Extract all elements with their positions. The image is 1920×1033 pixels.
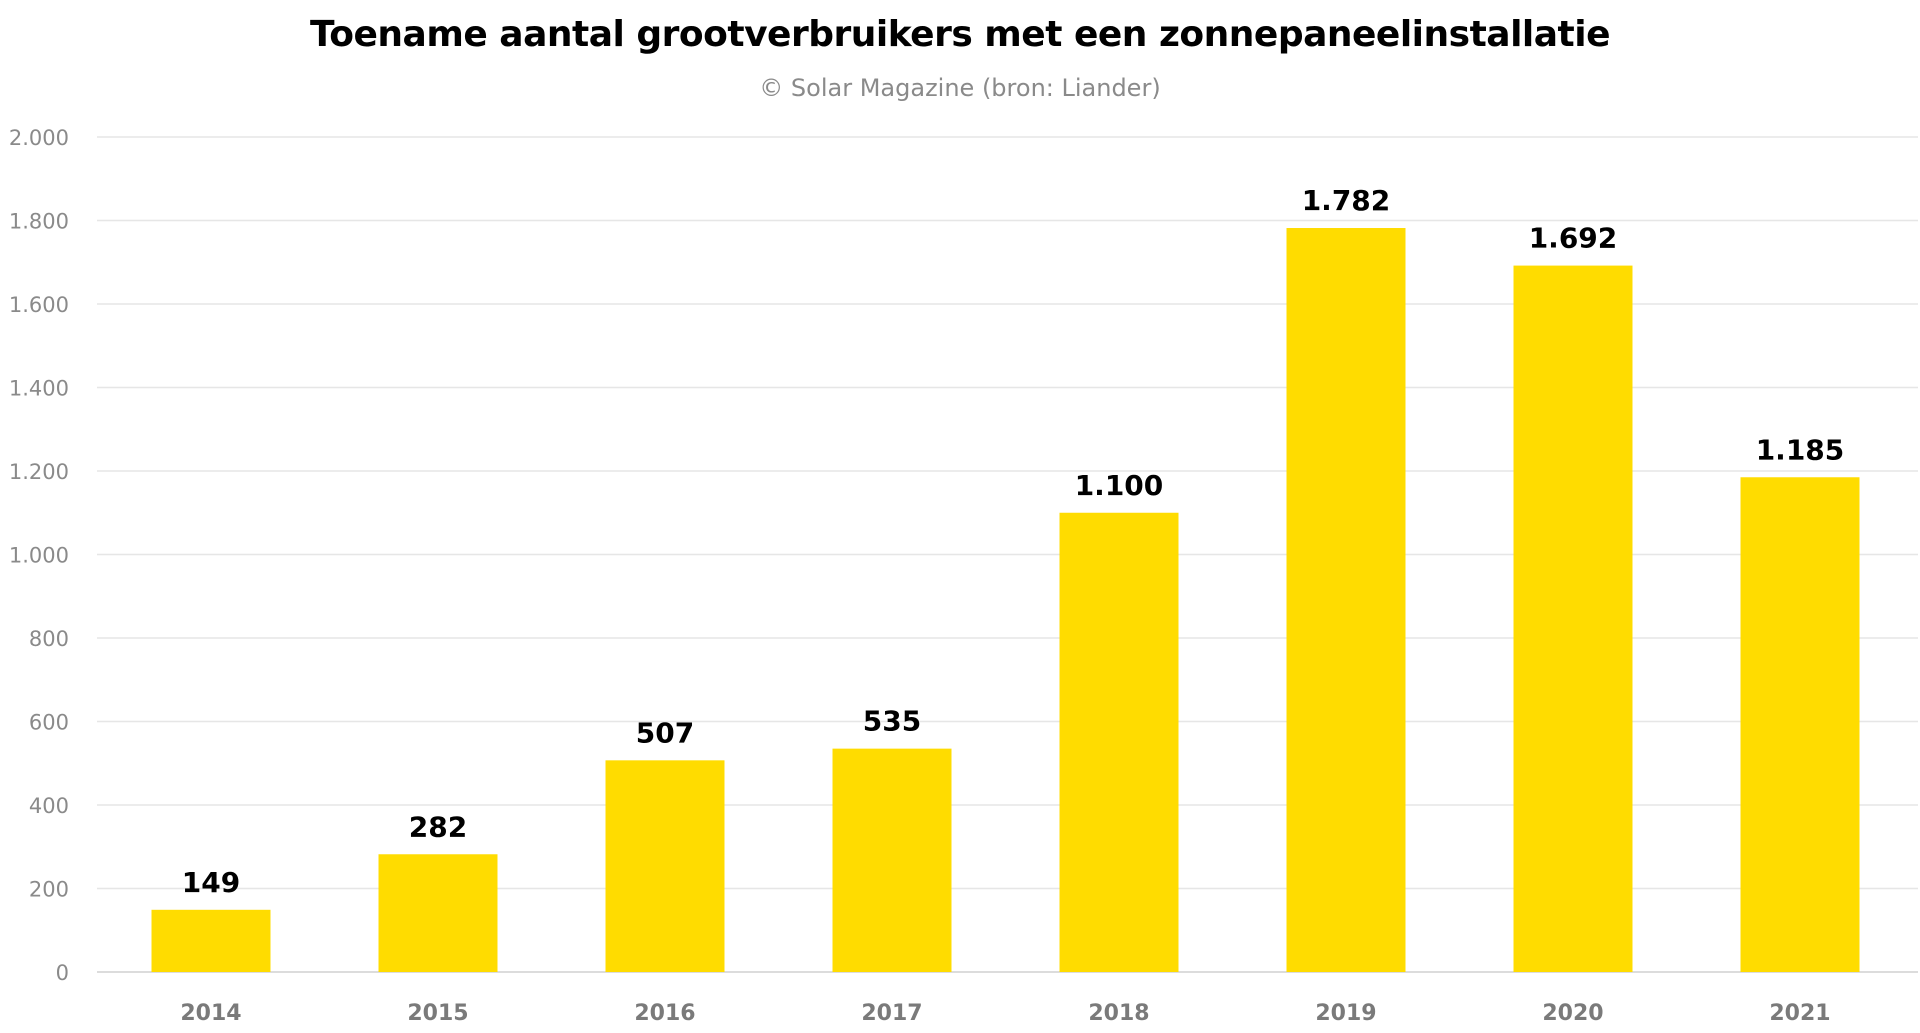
y-tick-label: 200 bbox=[29, 878, 69, 902]
chart-subtitle: © Solar Magazine (bron: Liander) bbox=[759, 74, 1161, 102]
data-label-2018: 1.100 bbox=[1075, 469, 1164, 502]
bars bbox=[151, 228, 1860, 973]
bar-2017 bbox=[832, 748, 952, 972]
x-tick-label-2015: 2015 bbox=[407, 1001, 468, 1026]
y-tick-label: 800 bbox=[29, 627, 69, 651]
data-label-2017: 535 bbox=[863, 705, 921, 738]
data-label-2021: 1.185 bbox=[1756, 433, 1845, 466]
y-tick-label: 400 bbox=[29, 794, 69, 818]
y-tick-label: 1.000 bbox=[9, 544, 69, 568]
data-label-2019: 1.782 bbox=[1302, 184, 1391, 217]
chart-title: Toename aantal grootverbruikers met een … bbox=[309, 14, 1611, 55]
y-tick-label: 1.800 bbox=[9, 210, 69, 234]
bar-2014 bbox=[151, 909, 271, 972]
data-label-2015: 282 bbox=[409, 810, 467, 843]
y-tick-label: 600 bbox=[29, 711, 69, 735]
bar-2021 bbox=[1740, 477, 1860, 972]
y-tick-label: 2.000 bbox=[9, 126, 69, 150]
x-tick-label-2019: 2019 bbox=[1315, 1001, 1376, 1026]
data-label-2020: 1.692 bbox=[1529, 222, 1618, 255]
data-labels: 149 282 507 535 1.100 1.782 1.692 1.185 bbox=[182, 184, 1845, 899]
bar-2019 bbox=[1286, 228, 1406, 972]
bar-2020 bbox=[1513, 265, 1633, 973]
x-axis-ticks: 2014 2015 2016 2017 2018 2019 2020 2021 bbox=[180, 1001, 1830, 1026]
y-tick-label: 1.600 bbox=[9, 293, 69, 317]
bar-2015 bbox=[378, 854, 498, 972]
y-tick-label: 1.200 bbox=[9, 460, 69, 484]
y-tick-label: 1.400 bbox=[9, 377, 69, 401]
data-label-2016: 507 bbox=[636, 716, 694, 749]
gridlines bbox=[97, 136, 1918, 973]
x-tick-label-2017: 2017 bbox=[861, 1001, 922, 1026]
y-axis-ticks: 0 200 400 600 800 1.000 1.200 1.400 1.600 1.800 2.… bbox=[9, 126, 69, 985]
bar-2016 bbox=[605, 760, 725, 972]
data-label-2014: 149 bbox=[182, 866, 240, 899]
x-tick-label-2020: 2020 bbox=[1542, 1001, 1603, 1026]
x-tick-label-2016: 2016 bbox=[634, 1001, 695, 1026]
x-tick-label-2021: 2021 bbox=[1769, 1001, 1830, 1026]
bar-2018 bbox=[1059, 512, 1179, 972]
x-tick-label-2018: 2018 bbox=[1088, 1001, 1149, 1026]
x-tick-label-2014: 2014 bbox=[180, 1001, 241, 1026]
y-tick-label: 0 bbox=[56, 961, 69, 985]
